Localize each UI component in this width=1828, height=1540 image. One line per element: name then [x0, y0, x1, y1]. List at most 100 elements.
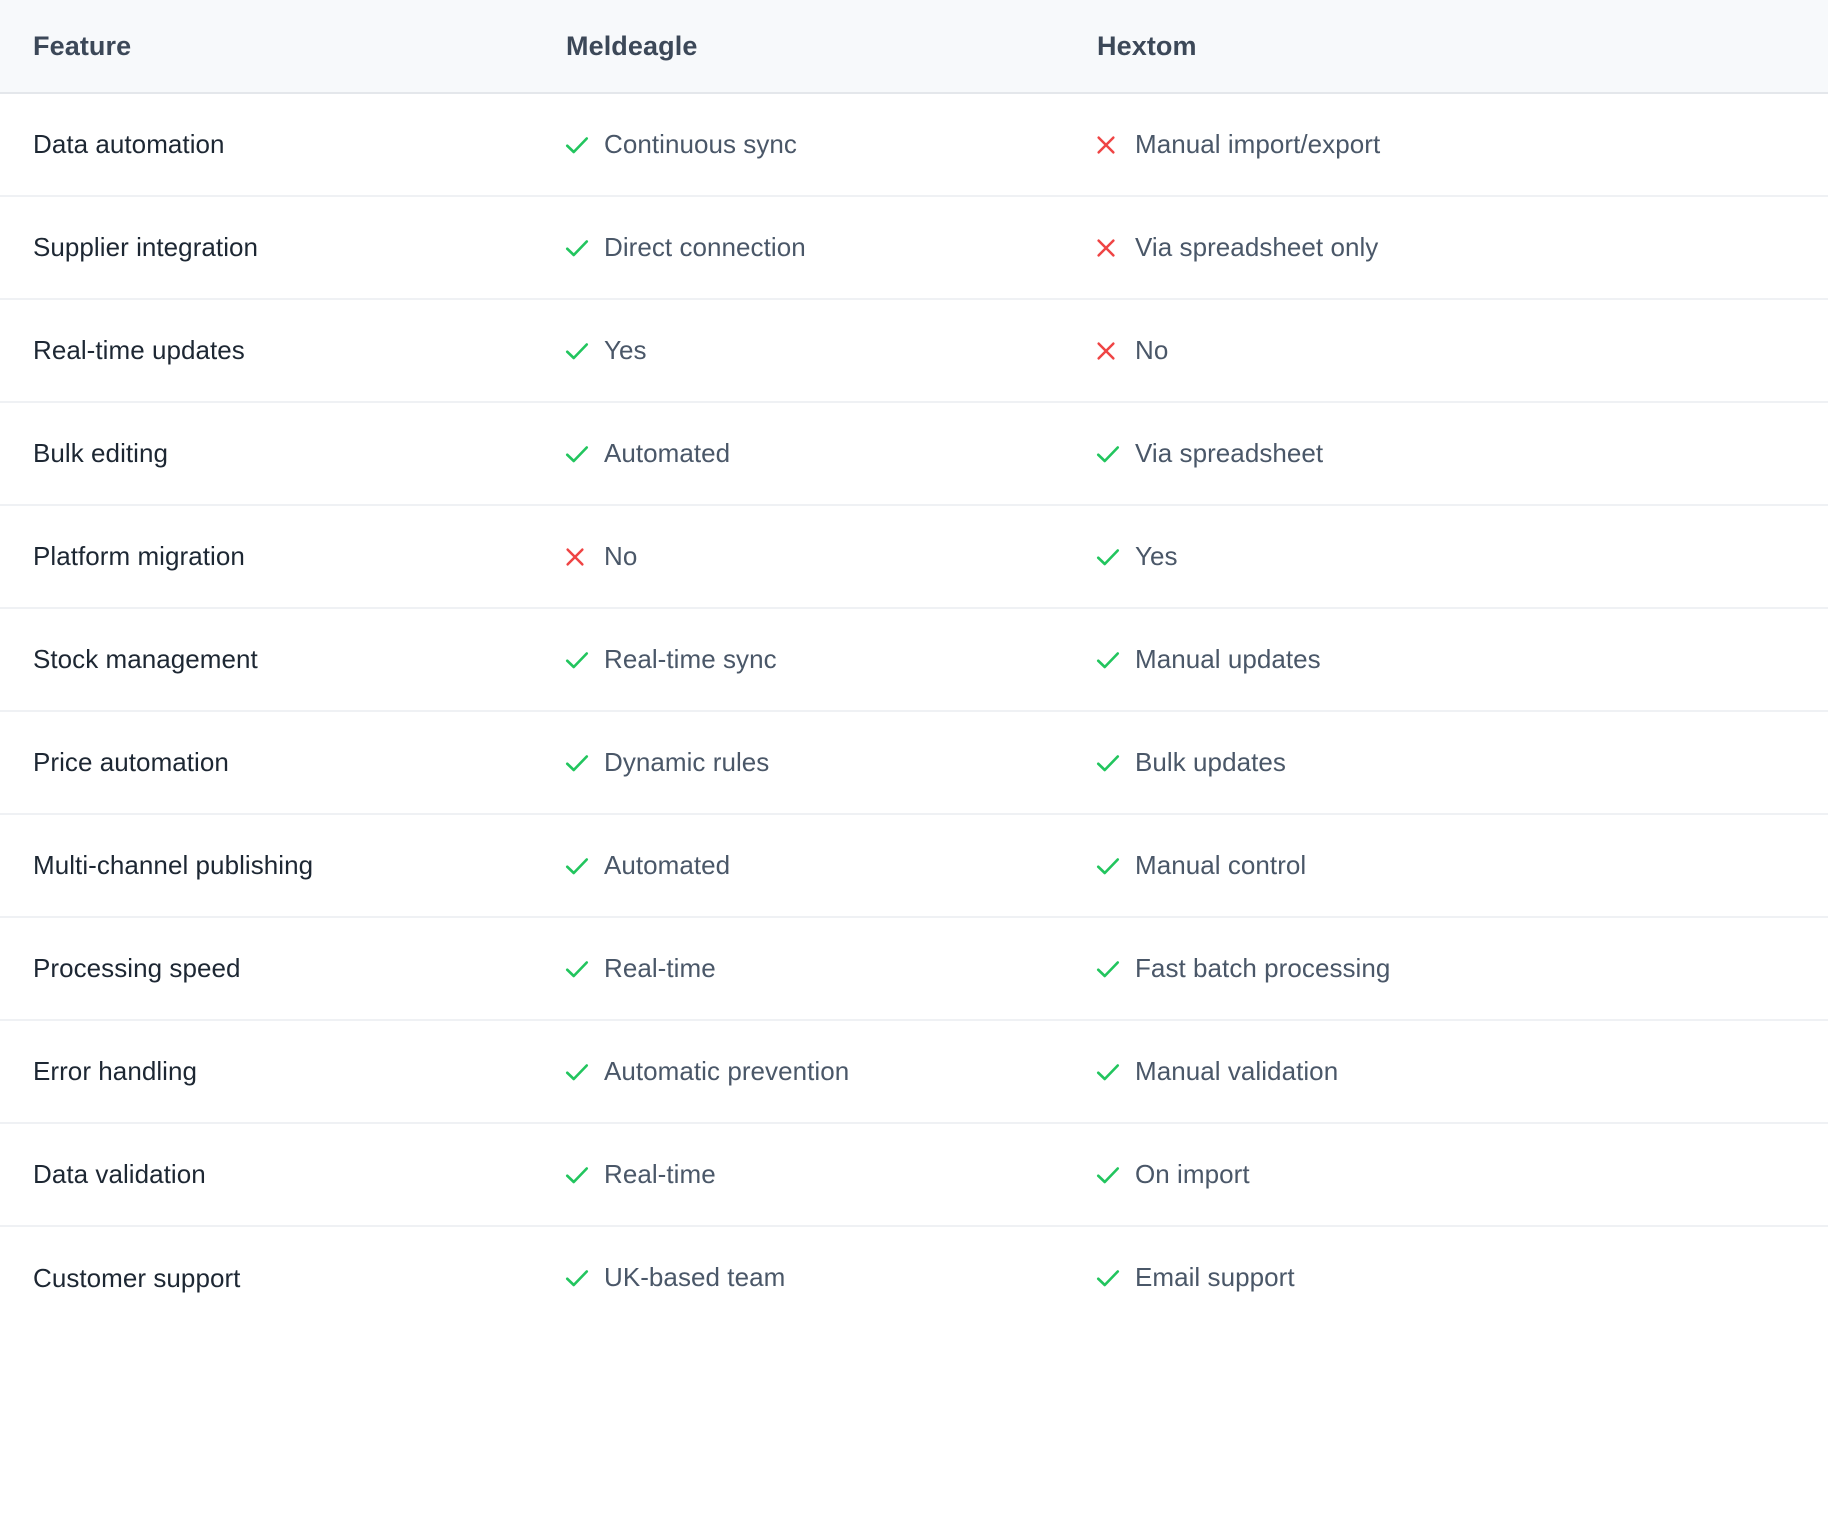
table-header-row: Feature Meldeagle Hextom: [0, 0, 1828, 94]
value-label: Yes: [1135, 540, 1178, 571]
cell-feature-name: Processing speed: [0, 916, 533, 1020]
check-icon: [562, 1263, 604, 1293]
cell-feature-name: Real-time updates: [0, 298, 533, 402]
value-label: Manual control: [1135, 849, 1307, 880]
cell-hextom-value: Yes: [1063, 504, 1828, 608]
value-wrapper: Dynamic rules: [562, 747, 1063, 778]
value-wrapper: UK-based team: [562, 1262, 1063, 1293]
check-icon: [562, 233, 604, 263]
value-wrapper: Manual control: [1093, 850, 1828, 881]
value-label: Via spreadsheet: [1135, 437, 1324, 468]
check-icon: [1093, 748, 1135, 778]
cell-hextom-value: Manual import/export: [1063, 93, 1828, 196]
value-label: UK-based team: [604, 1262, 786, 1293]
value-label: Automated: [604, 437, 731, 468]
value-wrapper: Yes: [1093, 541, 1828, 572]
value-wrapper: Yes: [562, 335, 1063, 366]
column-header-feature: Feature: [0, 0, 533, 94]
value-label: Continuous sync: [604, 128, 797, 159]
cross-icon: [562, 542, 604, 572]
value-label: Bulk updates: [1135, 746, 1286, 777]
feature-comparison-table: Feature Meldeagle Hextom Data automation…: [0, 0, 1828, 1329]
cell-meldeagle-value: Direct connection: [533, 195, 1063, 299]
value-label: Manual import/export: [1135, 128, 1381, 159]
value-label: Manual updates: [1135, 643, 1321, 674]
check-icon: [562, 1057, 604, 1087]
value-label: Email support: [1135, 1262, 1295, 1293]
table-row: Customer support UK-based team Email sup…: [0, 1225, 1828, 1329]
table-row: Bulk editing Automated Via spreadsheet: [0, 401, 1828, 505]
check-icon: [1093, 645, 1135, 675]
check-icon: [562, 954, 604, 984]
cross-icon: [1093, 130, 1135, 160]
table-row: Error handling Automatic prevention Manu…: [0, 1019, 1828, 1123]
cell-hextom-value: Fast batch processing: [1063, 916, 1828, 1020]
cell-hextom-value: Manual control: [1063, 813, 1828, 917]
table-row: Price automation Dynamic rules Bulk upda…: [0, 710, 1828, 814]
value-wrapper: Automatic prevention: [562, 1056, 1063, 1087]
value-wrapper: No: [1093, 335, 1828, 366]
cell-meldeagle-value: UK-based team: [533, 1225, 1063, 1329]
cell-hextom-value: Bulk updates: [1063, 710, 1828, 814]
cell-meldeagle-value: Real-time: [533, 916, 1063, 1020]
value-wrapper: No: [562, 541, 1063, 572]
value-label: Real-time sync: [604, 643, 777, 674]
table-row: Multi-channel publishing Automated Manua…: [0, 813, 1828, 917]
check-icon: [1093, 1160, 1135, 1190]
value-wrapper: Manual updates: [1093, 644, 1828, 675]
value-label: Real-time: [604, 952, 716, 983]
value-wrapper: Automated: [562, 850, 1063, 881]
cell-meldeagle-value: Automated: [533, 813, 1063, 917]
cell-hextom-value: On import: [1063, 1122, 1828, 1226]
value-wrapper: On import: [1093, 1159, 1828, 1190]
cell-meldeagle-value: Real-time sync: [533, 607, 1063, 711]
value-wrapper: Manual import/export: [1093, 129, 1828, 160]
cell-hextom-value: Via spreadsheet only: [1063, 195, 1828, 299]
value-wrapper: Fast batch processing: [1093, 953, 1828, 984]
cell-feature-name: Price automation: [0, 710, 533, 814]
value-label: Automatic prevention: [604, 1055, 850, 1086]
cell-meldeagle-value: Continuous sync: [533, 93, 1063, 196]
cell-feature-name: Data automation: [33, 129, 225, 159]
cross-icon: [1093, 336, 1135, 366]
value-wrapper: Real-time: [562, 953, 1063, 984]
cell-meldeagle-value: Automatic prevention: [533, 1019, 1063, 1123]
cell-meldeagle-value: Yes: [533, 298, 1063, 402]
value-label: Real-time: [604, 1158, 716, 1189]
cell-hextom-value: Via spreadsheet: [1063, 401, 1828, 505]
value-wrapper: Automated: [562, 438, 1063, 469]
cross-icon: [1093, 233, 1135, 263]
cell-hextom-value: Email support: [1063, 1225, 1828, 1329]
cell-meldeagle-value: Automated: [533, 401, 1063, 505]
value-wrapper: Bulk updates: [1093, 747, 1828, 778]
table-body: Data automation Continuous sync Manual i…: [0, 93, 1828, 1329]
cell-meldeagle-value: No: [533, 504, 1063, 608]
column-header-hextom: Hextom: [1063, 0, 1828, 94]
value-label: Via spreadsheet only: [1135, 231, 1379, 262]
value-wrapper: Via spreadsheet: [1093, 438, 1828, 469]
cell-feature-name: Stock management: [0, 607, 533, 711]
check-icon: [1093, 851, 1135, 881]
value-label: On import: [1135, 1158, 1250, 1189]
check-icon: [562, 748, 604, 778]
check-icon: [1093, 439, 1135, 469]
check-icon: [1093, 542, 1135, 572]
cell-hextom-value: No: [1063, 298, 1828, 402]
table-row: Supplier integration Direct connection V…: [0, 195, 1828, 299]
value-label: Dynamic rules: [604, 746, 770, 777]
value-label: Manual validation: [1135, 1055, 1339, 1086]
check-icon: [1093, 954, 1135, 984]
cell-feature-name: Data validation: [0, 1122, 533, 1226]
cell-feature-name: Customer support: [0, 1225, 533, 1329]
check-icon: [562, 439, 604, 469]
table-row: Platform migration No Yes: [0, 504, 1828, 608]
cell-feature-name: Error handling: [0, 1019, 533, 1123]
check-icon: [562, 336, 604, 366]
value-wrapper: Real-time sync: [562, 644, 1063, 675]
value-label: Fast batch processing: [1135, 952, 1391, 983]
table-row: Data automation Continuous sync Manual i…: [0, 93, 1828, 196]
check-icon: [562, 130, 604, 160]
check-icon: [562, 851, 604, 881]
cell-feature-name: Bulk editing: [0, 401, 533, 505]
value-label: No: [1135, 334, 1169, 365]
